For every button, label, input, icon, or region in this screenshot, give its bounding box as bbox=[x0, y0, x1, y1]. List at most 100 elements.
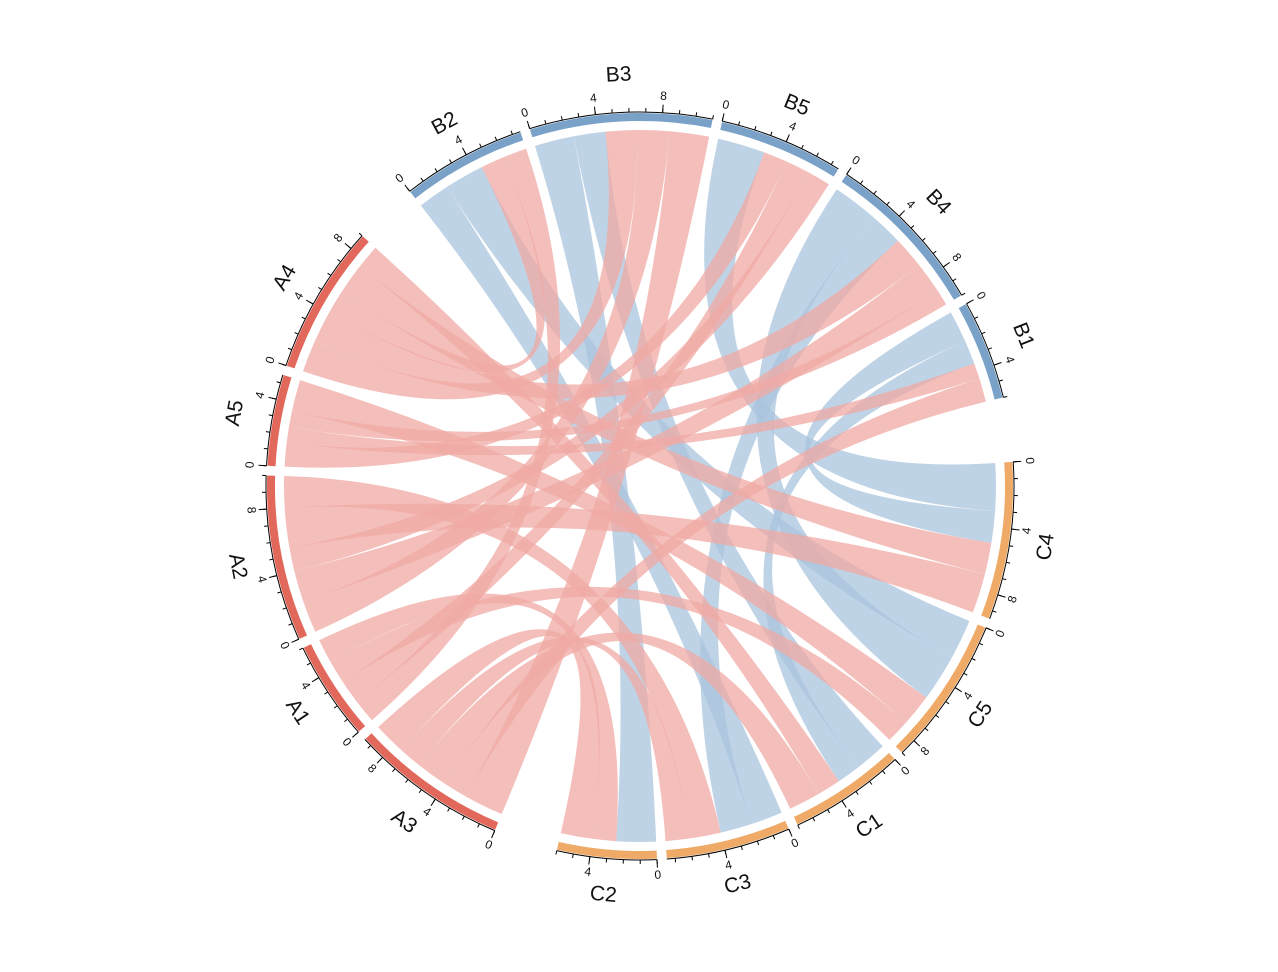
sector-arc bbox=[267, 375, 292, 467]
sector-arc bbox=[410, 132, 524, 199]
sector-arc bbox=[666, 820, 789, 859]
sector-arc bbox=[841, 175, 961, 300]
major-tick bbox=[913, 740, 921, 747]
sector-axis bbox=[265, 475, 300, 640]
minor-tick bbox=[367, 745, 372, 749]
minor-tick bbox=[963, 672, 968, 676]
minor-tick bbox=[318, 287, 323, 290]
major-tick bbox=[894, 759, 901, 766]
chord bbox=[328, 157, 546, 373]
minor-tick bbox=[358, 232, 363, 237]
major-tick bbox=[588, 856, 591, 865]
major-tick bbox=[430, 798, 436, 807]
minor-tick bbox=[860, 180, 864, 185]
minor-tick bbox=[572, 853, 574, 859]
major-tick bbox=[278, 362, 287, 366]
sector-arc bbox=[286, 236, 369, 369]
minor-tick bbox=[269, 558, 274, 561]
major-tick bbox=[942, 261, 950, 268]
tick-label: 0 bbox=[243, 461, 257, 469]
tick-label: 4 bbox=[787, 119, 799, 135]
chord bbox=[284, 152, 787, 468]
tick-label: 4 bbox=[904, 197, 919, 212]
minor-tick bbox=[510, 130, 513, 135]
major-tick bbox=[966, 299, 974, 305]
tick-label: 4 bbox=[960, 689, 976, 702]
sector-name: B5 bbox=[781, 90, 814, 121]
tick-label: 0 bbox=[277, 639, 293, 651]
minor-tick bbox=[306, 662, 311, 666]
minor-tick bbox=[268, 414, 273, 417]
minor-tick bbox=[265, 431, 270, 433]
major-tick bbox=[954, 687, 963, 693]
minor-tick bbox=[952, 278, 957, 282]
tick-label: 0 bbox=[721, 97, 731, 112]
major-tick bbox=[593, 106, 596, 115]
minor-tick bbox=[299, 647, 304, 651]
minor-tick bbox=[405, 779, 409, 783]
minor-tick bbox=[770, 131, 773, 136]
sector-axis bbox=[901, 627, 987, 754]
tick-label: 8 bbox=[949, 250, 964, 264]
minor-tick bbox=[816, 152, 819, 157]
minor-tick bbox=[797, 824, 800, 829]
major-tick bbox=[785, 134, 790, 142]
major-tick bbox=[526, 120, 531, 129]
minor-tick bbox=[756, 840, 760, 846]
sector-arc bbox=[793, 752, 895, 825]
minor-tick bbox=[855, 791, 859, 795]
minor-tick bbox=[882, 770, 886, 775]
minor-tick bbox=[754, 126, 757, 131]
sector-axis bbox=[556, 850, 658, 861]
sector-arc bbox=[720, 122, 838, 177]
minor-tick bbox=[420, 177, 424, 182]
minor-tick bbox=[344, 718, 348, 723]
minor-tick bbox=[449, 159, 452, 164]
major-tick bbox=[846, 167, 852, 175]
major-tick bbox=[841, 800, 847, 808]
sector-name: A3 bbox=[387, 805, 421, 839]
sector-axis bbox=[966, 303, 1004, 398]
sector-axis bbox=[989, 461, 1015, 619]
chord bbox=[804, 312, 996, 543]
chords bbox=[284, 130, 997, 842]
minor-tick bbox=[577, 113, 580, 118]
chord bbox=[302, 130, 638, 400]
minor-tick bbox=[1006, 561, 1011, 564]
sector-arc bbox=[529, 113, 713, 138]
minor-tick bbox=[708, 853, 710, 858]
minor-tick bbox=[979, 642, 984, 646]
sector-axis bbox=[266, 374, 284, 466]
minor-tick bbox=[287, 347, 292, 351]
sector-arc bbox=[895, 624, 986, 753]
tick-label: 0 bbox=[898, 763, 913, 778]
chord bbox=[314, 240, 919, 399]
sector-arc bbox=[365, 733, 499, 830]
minor-tick bbox=[695, 112, 698, 117]
minor-tick bbox=[1003, 395, 1008, 398]
tick-label: 8 bbox=[331, 231, 346, 245]
sector-arc bbox=[556, 841, 657, 859]
sector-arc bbox=[303, 644, 366, 732]
tick-label: 0 bbox=[1023, 457, 1037, 465]
minor-tick bbox=[974, 316, 979, 320]
minor-tick bbox=[434, 168, 438, 173]
sector-arc bbox=[267, 475, 308, 639]
sector-arc bbox=[981, 461, 1013, 619]
tick-label: 4 bbox=[589, 91, 598, 106]
minor-tick bbox=[945, 701, 950, 705]
major-tick bbox=[1011, 528, 1020, 531]
minor-tick bbox=[494, 136, 498, 141]
minor-tick bbox=[992, 610, 997, 613]
sector-name: B4 bbox=[921, 185, 956, 220]
major-tick bbox=[721, 113, 725, 122]
tick-label: 4 bbox=[255, 574, 270, 584]
minor-tick bbox=[266, 542, 271, 544]
sector-axis bbox=[364, 739, 495, 832]
minor-tick bbox=[712, 115, 714, 120]
chord bbox=[291, 380, 927, 723]
tick-label: 4 bbox=[420, 804, 434, 820]
tick-label: 0 bbox=[849, 153, 863, 169]
